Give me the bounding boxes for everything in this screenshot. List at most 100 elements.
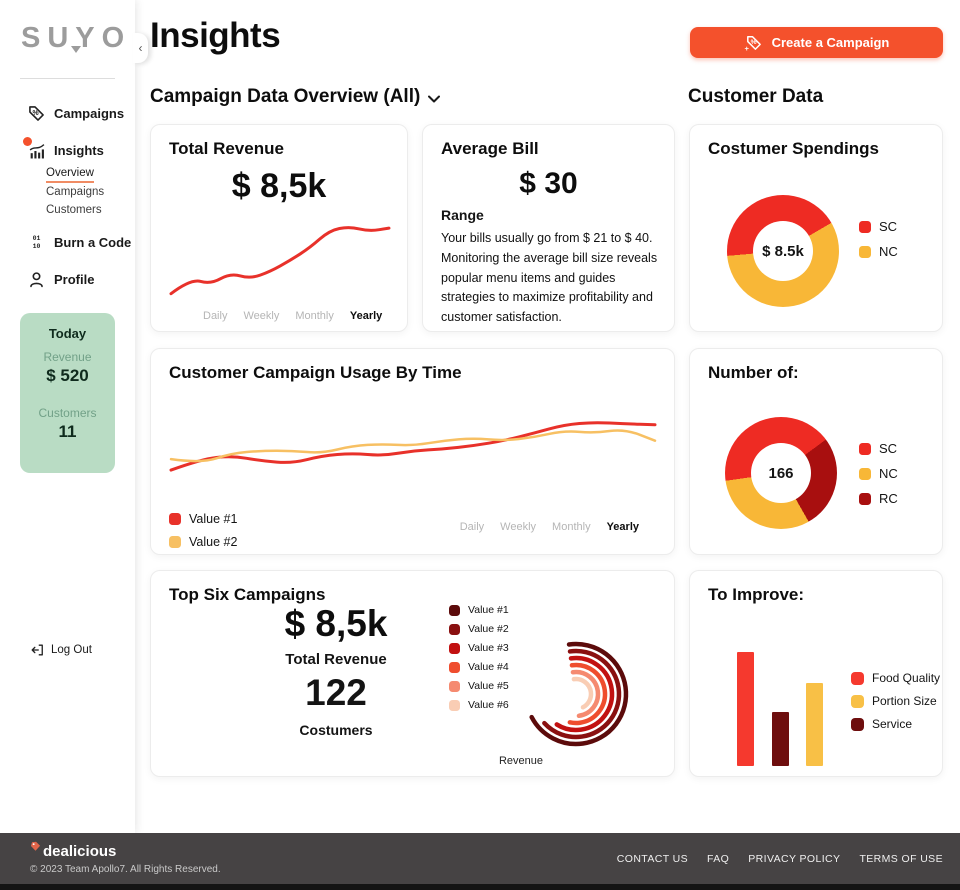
value4-swatch (449, 661, 460, 673)
sc-swatch (859, 442, 871, 455)
tab-weekly[interactable]: Weekly (243, 310, 280, 322)
campaign-usage-line-chart (169, 421, 657, 472)
top-six-campaigns-card: Top Six Campaigns $ 8,5k Total Revenue 1… (150, 570, 675, 777)
nc-swatch (859, 467, 871, 480)
value1-swatch (449, 604, 460, 616)
sidebar-collapse-button[interactable]: ‹ (133, 33, 148, 63)
insights-chart-icon (23, 137, 45, 159)
footer-link-privacy-policy[interactable]: PRIVACY POLICY (748, 852, 841, 865)
tab-yearly[interactable]: Yearly (606, 521, 639, 533)
number-of-card: Number of: 166 SC NC RC (689, 348, 943, 555)
service-swatch (851, 717, 864, 731)
sidebar-divider (20, 78, 115, 79)
today-title: Today (48, 326, 87, 341)
legend-item-nc: NC (859, 466, 898, 481)
logout-label: Log Out (51, 644, 92, 656)
card-title: Average Bill (441, 139, 539, 158)
sidebar-subitem-customers[interactable]: Customers (46, 204, 102, 216)
sidebar-item-label: Campaigns (54, 106, 125, 121)
legend-item-rc: RC (859, 491, 898, 506)
card-title: Number of: (708, 363, 799, 382)
footer-link-terms-of-use[interactable]: TERMS OF USE (859, 852, 943, 865)
today-revenue-label: Revenue (43, 350, 92, 364)
page-title: Insights (150, 16, 281, 55)
footer: dealicious © 2023 Team Apollo7. All Righ… (0, 833, 960, 884)
tab-monthly[interactable]: Monthly (552, 521, 591, 533)
sidebar-item-burn-a-code[interactable]: 01 10 Burn a Code (28, 234, 132, 251)
sidebar-subitem-overview[interactable]: Overview (46, 167, 94, 183)
sidebar: SUYO % Campaigns Insights Overview Campa… (0, 0, 135, 833)
footer-brand: dealicious (30, 841, 116, 860)
donut-center-value: $ 8.5k (762, 242, 804, 260)
create-campaign-button[interactable]: % + Create a Campaign (690, 27, 943, 58)
nc-swatch (859, 245, 871, 258)
logo-down-arrow-icon (71, 46, 81, 53)
footer-link-contact-us[interactable]: CONTACT US (616, 852, 689, 865)
brand-name: dealicious (43, 843, 117, 860)
today-revenue-value: $ 520 (46, 366, 89, 385)
campaign-data-dropdown[interactable]: Campaign Data Overview (All) (150, 86, 441, 108)
average-bill-value: $ 30 (519, 167, 578, 200)
value2-swatch (169, 536, 181, 548)
tag-plus-icon: % + (744, 33, 763, 52)
to-improve-card: To Improve: Food Quality Portion Size Se… (689, 570, 943, 777)
period-tabs: Daily Weekly Monthly Yearly (203, 310, 382, 322)
rc-swatch (859, 492, 871, 505)
tab-daily[interactable]: Daily (459, 521, 485, 533)
today-customers-label: Customers (38, 406, 97, 420)
total-revenue-card: Total Revenue $ 8,5k Daily Weekly Monthl… (150, 124, 408, 332)
card-title: Total Revenue (169, 139, 284, 158)
value6-swatch (449, 699, 460, 711)
improve-legend: Food Quality Portion Size Service (851, 671, 940, 731)
range-label: Range (441, 207, 484, 223)
card-title: To Improve: (708, 585, 805, 604)
tab-monthly[interactable]: Monthly (295, 310, 334, 322)
logout-button[interactable]: Log Out (30, 643, 92, 657)
legend-item-value1: Value #1 (169, 512, 237, 526)
sidebar-item-profile[interactable]: Profile (28, 271, 94, 288)
brand-tag-icon (30, 841, 41, 852)
value3-swatch (449, 642, 460, 654)
campaign-usage-card: Customer Campaign Usage By Time Value #1… (150, 348, 675, 555)
value1-swatch (169, 513, 181, 525)
tab-weekly[interactable]: Weekly (500, 521, 537, 533)
legend-item-nc: NC (859, 244, 898, 259)
tab-yearly[interactable]: Yearly (349, 310, 383, 322)
donut-center-value: 166 (768, 464, 794, 482)
sidebar-subitem-campaigns[interactable]: Campaigns (46, 186, 105, 198)
create-campaign-label: Create a Campaign (771, 35, 890, 50)
value5-swatch (449, 680, 460, 692)
total-revenue-label: Total Revenue (285, 651, 387, 668)
sidebar-item-insights[interactable]: Insights (23, 137, 104, 159)
legend-item-value2: Value #2 (169, 535, 237, 549)
bar-food-quality (737, 652, 754, 766)
tab-daily[interactable]: Daily (203, 310, 228, 322)
top-six-legend: Value #1 Value #2 Value #3 Value #4 Valu… (449, 604, 509, 711)
card-title: Costumer Spendings (708, 139, 879, 158)
card-title: Top Six Campaigns (169, 585, 326, 604)
copyright-text: © 2023 Team Apollo7. All Rights Reserved… (30, 864, 221, 875)
portion-size-swatch (851, 694, 864, 708)
period-tabs: Daily Weekly Monthly Yearly (460, 521, 639, 533)
campaign-data-dropdown-label: Campaign Data Overview (All) (150, 86, 421, 107)
usage-legend: Value #1 Value #2 (169, 512, 237, 549)
customers-label: Costumers (299, 722, 373, 738)
sidebar-item-campaigns[interactable]: % Campaigns (28, 105, 124, 122)
total-revenue-value: $ 8,5k (284, 603, 388, 644)
donut-legend: SC NC (859, 219, 898, 259)
bar-portion-size (806, 683, 823, 766)
donut-legend: SC NC RC (859, 441, 898, 506)
legend-item-sc: SC (859, 441, 898, 456)
total-revenue-value: $ 8,5k (231, 167, 327, 205)
sidebar-item-label: Insights (54, 143, 104, 158)
svg-text:%: % (32, 110, 38, 117)
customer-spendings-card: Costumer Spendings $ 8.5k SC NC (689, 124, 943, 332)
sidebar-item-label: Profile (54, 272, 95, 287)
binary-code-icon: 01 10 (32, 235, 41, 250)
value2-swatch (449, 623, 460, 635)
customer-data-heading: Customer Data (688, 86, 824, 107)
footer-link-faq[interactable]: FAQ (707, 852, 730, 865)
today-customers-value: 11 (58, 422, 77, 441)
average-bill-description: Your bills usually go from $ 21 to $ 40.… (441, 231, 658, 324)
radial-axis-label: Revenue (498, 755, 544, 767)
